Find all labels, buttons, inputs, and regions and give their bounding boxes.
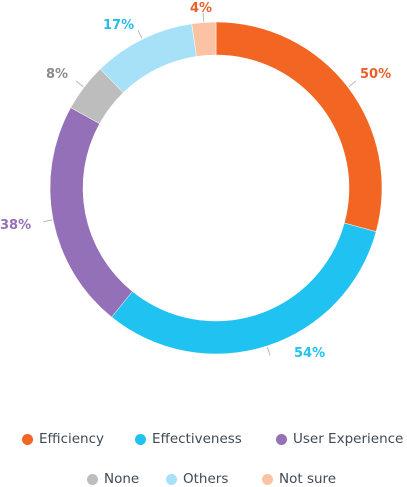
slice-effectiveness xyxy=(111,222,377,355)
legend-label-efficiency: Efficiency xyxy=(39,431,105,447)
leader-line-others xyxy=(137,30,143,39)
legend-item-others: Others xyxy=(166,471,228,487)
legend-item-effectiveness: Effectiveness xyxy=(135,431,242,447)
legend-label-not-sure: Not sure xyxy=(279,471,337,487)
leader-line-effectiveness xyxy=(266,346,271,356)
legend-swatch-others xyxy=(166,473,177,485)
data-label-effectiveness: 54% xyxy=(294,346,325,361)
legend-label-none: None xyxy=(104,471,140,487)
legend-swatch-not-sure xyxy=(262,473,273,485)
slice-not-sure xyxy=(191,21,217,57)
slice-others xyxy=(99,23,197,94)
data-label-others: 17% xyxy=(103,18,134,33)
donut-chart: 50% 54% 38% 8% 17% 4% xyxy=(0,1,391,361)
data-label-user-experience: 38% xyxy=(0,218,31,233)
legend-swatch-efficiency xyxy=(22,433,33,445)
legend-item-user-experience: User Experience xyxy=(276,431,403,447)
legend-label-others: Others xyxy=(183,471,229,487)
data-label-efficiency: 50% xyxy=(360,67,391,82)
leader-line-efficiency xyxy=(348,80,357,88)
legend-swatch-effectiveness xyxy=(135,433,146,445)
leader-line-not-sure xyxy=(202,12,205,22)
legend-item-efficiency: Efficiency xyxy=(22,431,104,447)
slice-user-experience xyxy=(49,107,133,318)
data-label-none: 8% xyxy=(46,67,68,82)
leader-line-user-experience xyxy=(43,219,53,223)
legend-item-not-sure: Not sure xyxy=(262,471,336,487)
legend-label-user-experience: User Experience xyxy=(293,431,404,447)
legend-item-none: None xyxy=(87,471,139,487)
legend-label-effectiveness: Effectiveness xyxy=(152,431,242,447)
legend-swatch-user-experience xyxy=(276,433,287,445)
legend-swatch-none xyxy=(87,473,98,485)
leader-line-none xyxy=(75,80,84,88)
data-label-not-sure: 4% xyxy=(190,1,212,16)
slice-efficiency xyxy=(215,21,383,233)
